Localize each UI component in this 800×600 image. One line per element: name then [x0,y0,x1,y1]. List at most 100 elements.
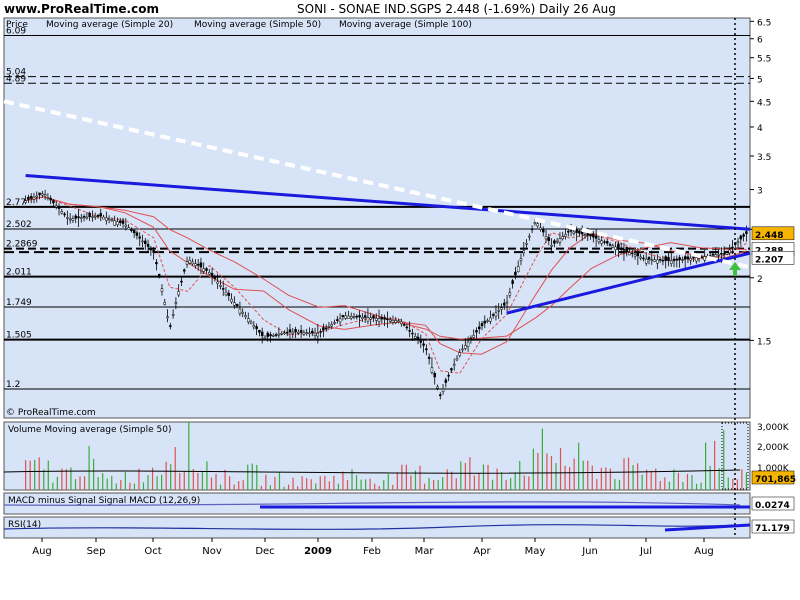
green-arrow-icon [729,262,741,276]
volume-dotted-block [721,422,749,490]
price-candle [714,254,718,258]
price-candle [728,249,731,254]
x-tick-label: Dec [255,546,274,557]
price-candle [52,200,55,204]
ma100-label: Moving average (Simple 100) [339,20,472,30]
price-candle [221,288,225,290]
price-tick-label: 6 [757,36,763,46]
price-candle [169,325,172,327]
price-candle [544,236,548,240]
price-candle [472,335,475,338]
price-candle [661,259,665,262]
price-candle [188,260,192,264]
ma20-line [25,196,747,374]
price-candle [720,253,723,255]
price-candle [366,317,370,322]
price-candle [600,240,603,244]
level-label: 2.77 [6,198,26,208]
price-candle [29,196,33,199]
price-candle [305,332,308,334]
ma20-label: Moving average (Simple 20) [46,20,173,30]
price-candle [461,348,464,351]
rsi-label: RSI(14) [8,520,41,530]
price-candle [400,321,403,324]
price-candle [564,234,567,237]
price-candle [569,230,573,232]
price-candle [324,327,328,330]
price-candle [511,280,514,284]
price-candle [528,235,531,238]
price-candle [185,261,189,265]
price-candle [358,315,361,318]
price-candle [191,261,194,265]
price-candle [547,237,551,241]
macd-label: MACD minus Signal Signal MACD (12,26,9) [8,496,200,506]
price-candle [725,252,729,255]
price-candle [494,312,498,317]
support-trendline [506,251,751,315]
price-candle [107,218,111,221]
site-name[interactable]: www.ProRealTime.com [4,2,159,16]
price-candle [274,334,278,336]
price-candle [377,318,381,322]
price-candle [213,277,217,279]
price-candle [35,195,39,198]
level-label: 1.505 [6,331,32,341]
price-candle [402,324,406,326]
price-candle [683,256,687,260]
price-candle [230,298,233,303]
price-candle [631,252,634,255]
price-candle [736,241,740,244]
price-candle [475,330,478,333]
price-candle [703,256,706,261]
price-candle [383,317,386,320]
volume-ma-line [3,469,741,474]
price-candle [224,291,228,296]
price-candle [455,358,459,361]
price-candle [603,241,606,243]
price-tick-label: 6.5 [757,18,771,28]
price-label: Price [6,20,28,30]
price-candle [586,232,590,236]
price-tick-label: 5.5 [757,55,771,65]
price-candle [269,334,272,337]
price-candle [675,258,679,261]
price-candle [233,302,236,306]
price-candle [594,235,598,239]
price-candle [397,320,400,323]
price-candle [539,227,542,230]
price-tick-label: 4.5 [757,98,771,108]
price-tick-label: 1.5 [757,337,771,347]
x-tick-label: Aug [694,546,714,557]
volume-label: Volume Moving average (Simple 50) [8,425,171,435]
price-panel [3,17,751,419]
price-candle [85,216,89,219]
price-candle [658,259,662,261]
price-candle [238,308,242,314]
price-candle [27,196,30,200]
price-candle [745,231,748,235]
price-candle [174,302,178,304]
price-candle [333,322,336,324]
x-tick-label: Mar [415,546,435,557]
price-candle [38,192,41,196]
price-candle [558,238,562,243]
price-candle [653,259,656,262]
level-label: 2.2869 [6,240,38,250]
price-candle [447,374,450,377]
price-candle [444,379,448,383]
price-candle [66,217,69,219]
x-tick-label: Nov [202,546,222,557]
price-candle [372,315,375,319]
volume-tick-label: 2,000K [757,443,790,453]
price-candle [244,315,247,318]
price-candle [205,268,208,271]
price-candle [252,325,256,328]
last-price-tag: 2.448 [755,231,783,241]
price-candle [567,230,570,233]
price-candle [288,329,292,333]
price-candle [160,288,164,292]
price-candle [391,319,395,323]
price-candle [711,253,715,256]
price-candle [386,318,389,320]
